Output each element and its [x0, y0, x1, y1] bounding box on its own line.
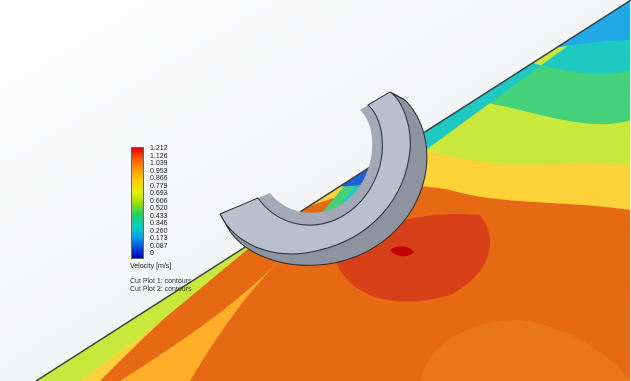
color-scale-bar	[131, 147, 144, 259]
legend-tick: 0.779	[150, 182, 168, 190]
legend-tick: 1.126	[150, 152, 168, 160]
legend-tick: 0.866	[150, 175, 168, 182]
legend-tick: 0.173	[150, 235, 168, 242]
half-ring-part[interactable]	[219, 91, 428, 266]
cut-plot-1-label: Cut Plot 1: contours	[130, 278, 192, 285]
legend-tick: 0.433	[150, 212, 168, 220]
legend-tick: 0.520	[150, 205, 168, 212]
cut-plot-2-label: Cut Plot 2: contours	[130, 286, 192, 293]
legend-tick: 0.087	[150, 242, 168, 250]
legend-tick: 0.260	[150, 227, 168, 235]
legend-tick: 0	[150, 250, 154, 257]
legend-tick: 0.346	[150, 220, 168, 227]
legend-tick: 1.039	[150, 160, 168, 167]
legend-title: Velocity [m/s]	[130, 263, 172, 270]
legend-tick: 1.212	[150, 145, 168, 152]
legend-tick: 0.606	[150, 197, 168, 205]
legend-tick: 0.953	[150, 167, 168, 175]
legend-tick: 0.693	[150, 190, 168, 197]
plane-edge	[35, 0, 631, 381]
